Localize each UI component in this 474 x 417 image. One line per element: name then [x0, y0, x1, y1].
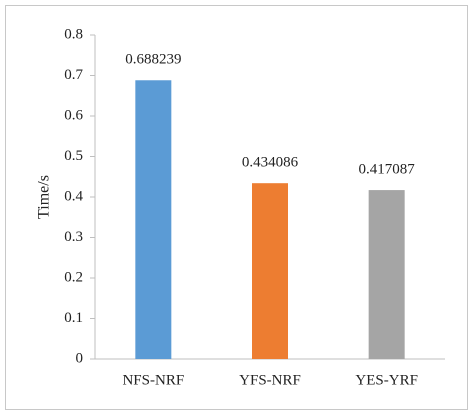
y-tick-label: 0.5	[64, 148, 83, 164]
y-tick-label: 0	[76, 350, 84, 366]
y-tick-label: 0.4	[64, 188, 83, 204]
x-tick-label: NFS-NRF	[122, 372, 184, 388]
y-tick-label: 0.8	[64, 26, 83, 42]
data-label: 0.688239	[125, 52, 181, 68]
x-tick-label: YFS-NRF	[239, 372, 301, 388]
y-tick-label: 0.7	[64, 67, 83, 83]
y-tick-label: 0.2	[64, 269, 83, 285]
y-axis-title: Time/s	[36, 175, 53, 219]
x-tick-label: YES-YRF	[355, 372, 418, 388]
y-tick-label: 0.3	[64, 229, 83, 245]
bar	[135, 80, 172, 359]
data-label: 0.417087	[359, 162, 416, 178]
y-tick-label: 0.1	[64, 310, 83, 326]
data-label: 0.434086	[242, 155, 299, 171]
y-tick-label: 0.6	[64, 107, 83, 123]
bar	[368, 190, 405, 359]
bar	[252, 183, 288, 359]
